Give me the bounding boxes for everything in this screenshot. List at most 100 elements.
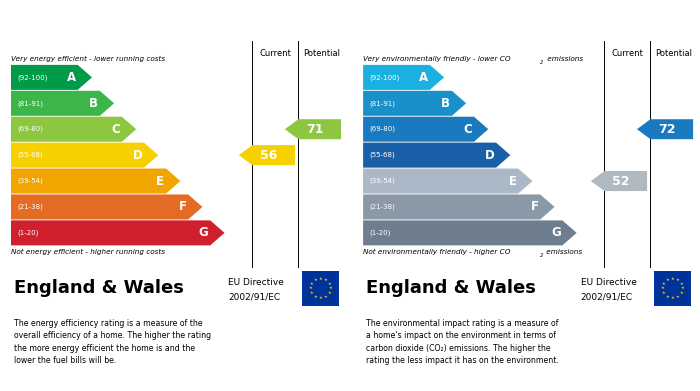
Text: Very environmentally friendly - lower CO: Very environmentally friendly - lower CO: [363, 56, 511, 62]
Text: ★: ★: [318, 296, 323, 300]
Text: ★: ★: [328, 282, 331, 285]
Text: ★: ★: [680, 282, 683, 285]
Text: ★: ★: [314, 278, 317, 282]
Text: ) Rating: ) Rating: [540, 14, 600, 27]
Text: (69-80): (69-80): [369, 126, 396, 133]
Text: (55-68): (55-68): [17, 152, 43, 158]
Text: F: F: [178, 201, 186, 213]
Text: ★: ★: [324, 278, 328, 282]
Polygon shape: [363, 117, 489, 142]
Polygon shape: [11, 143, 158, 168]
Text: ★: ★: [662, 282, 666, 285]
Text: E: E: [156, 174, 164, 188]
Polygon shape: [11, 194, 202, 219]
Polygon shape: [11, 169, 181, 194]
Text: (92-100): (92-100): [17, 74, 48, 81]
Text: (39-54): (39-54): [369, 178, 395, 184]
Text: EU Directive: EU Directive: [228, 278, 284, 287]
Text: C: C: [463, 123, 473, 136]
Text: emissions: emissions: [544, 249, 582, 255]
Text: Very energy efficient - lower running costs: Very energy efficient - lower running co…: [11, 56, 165, 62]
Polygon shape: [239, 145, 295, 165]
Text: 52: 52: [612, 174, 629, 188]
FancyBboxPatch shape: [654, 271, 692, 306]
Text: England & Wales: England & Wales: [14, 278, 183, 296]
Text: ★: ★: [314, 295, 317, 299]
Text: (92-100): (92-100): [369, 74, 400, 81]
Text: 2: 2: [540, 60, 544, 65]
Polygon shape: [591, 171, 647, 191]
Text: ★: ★: [680, 291, 683, 295]
Polygon shape: [11, 91, 114, 116]
Polygon shape: [637, 119, 693, 139]
Text: ★: ★: [681, 286, 685, 291]
Text: ★: ★: [666, 278, 669, 282]
Polygon shape: [11, 117, 136, 142]
Polygon shape: [363, 169, 533, 194]
Text: (21-38): (21-38): [17, 204, 43, 210]
Text: 56: 56: [260, 149, 277, 161]
Text: The energy efficiency rating is a measure of the
overall efficiency of a home. T: The energy efficiency rating is a measur…: [14, 319, 211, 365]
Text: (39-54): (39-54): [17, 178, 43, 184]
Text: E: E: [508, 174, 517, 188]
Polygon shape: [285, 119, 341, 139]
Text: A: A: [67, 71, 76, 84]
Text: Potential: Potential: [655, 49, 692, 58]
Text: ★: ★: [328, 291, 331, 295]
Text: 2002/91/EC: 2002/91/EC: [228, 292, 281, 301]
Text: C: C: [111, 123, 120, 136]
Text: ★: ★: [662, 291, 666, 295]
Text: Potential: Potential: [303, 49, 340, 58]
Text: Not energy efficient - higher running costs: Not energy efficient - higher running co…: [11, 249, 165, 255]
Text: B: B: [441, 97, 450, 110]
Text: Current: Current: [612, 49, 643, 58]
Text: Not environmentally friendly - higher CO: Not environmentally friendly - higher CO: [363, 249, 510, 255]
Text: Current: Current: [260, 49, 291, 58]
Text: ★: ★: [329, 286, 332, 291]
Text: 2002/91/EC: 2002/91/EC: [580, 292, 633, 301]
Polygon shape: [11, 65, 92, 90]
Text: emissions: emissions: [545, 56, 583, 62]
Text: (21-38): (21-38): [369, 204, 395, 210]
Text: 72: 72: [658, 123, 676, 136]
Text: 71: 71: [306, 123, 323, 136]
Text: EU Directive: EU Directive: [580, 278, 636, 287]
Text: G: G: [199, 226, 209, 239]
Polygon shape: [363, 221, 577, 246]
Polygon shape: [11, 221, 225, 246]
Text: ★: ★: [676, 278, 680, 282]
Text: ★: ★: [318, 277, 323, 281]
Text: England & Wales: England & Wales: [366, 278, 536, 296]
Text: ★: ★: [671, 277, 675, 281]
Text: (55-68): (55-68): [369, 152, 395, 158]
Text: (81-91): (81-91): [369, 100, 396, 106]
Text: ★: ★: [310, 282, 314, 285]
Text: (1-20): (1-20): [369, 230, 391, 236]
Text: ★: ★: [661, 286, 664, 291]
Polygon shape: [363, 194, 554, 219]
Text: (1-20): (1-20): [17, 230, 38, 236]
Text: (69-80): (69-80): [17, 126, 43, 133]
Text: ★: ★: [676, 295, 680, 299]
Text: Environmental Impact (CO: Environmental Impact (CO: [364, 14, 561, 27]
Text: ★: ★: [310, 291, 314, 295]
Text: ★: ★: [324, 295, 328, 299]
Text: F: F: [531, 201, 538, 213]
Text: G: G: [551, 226, 561, 239]
Text: A: A: [419, 71, 428, 84]
Text: 2: 2: [535, 22, 541, 31]
Text: ★: ★: [666, 295, 669, 299]
Text: B: B: [89, 97, 98, 110]
Text: D: D: [132, 149, 142, 161]
Text: D: D: [484, 149, 494, 161]
Text: (81-91): (81-91): [17, 100, 43, 106]
Polygon shape: [363, 91, 466, 116]
Text: ★: ★: [309, 286, 312, 291]
Text: Energy Efficiency Rating: Energy Efficiency Rating: [12, 14, 195, 27]
Text: The environmental impact rating is a measure of
a home's impact on the environme: The environmental impact rating is a mea…: [366, 319, 559, 365]
Text: 2: 2: [540, 253, 543, 258]
Polygon shape: [363, 143, 510, 168]
FancyBboxPatch shape: [302, 271, 340, 306]
Text: ★: ★: [671, 296, 675, 300]
Polygon shape: [363, 65, 444, 90]
